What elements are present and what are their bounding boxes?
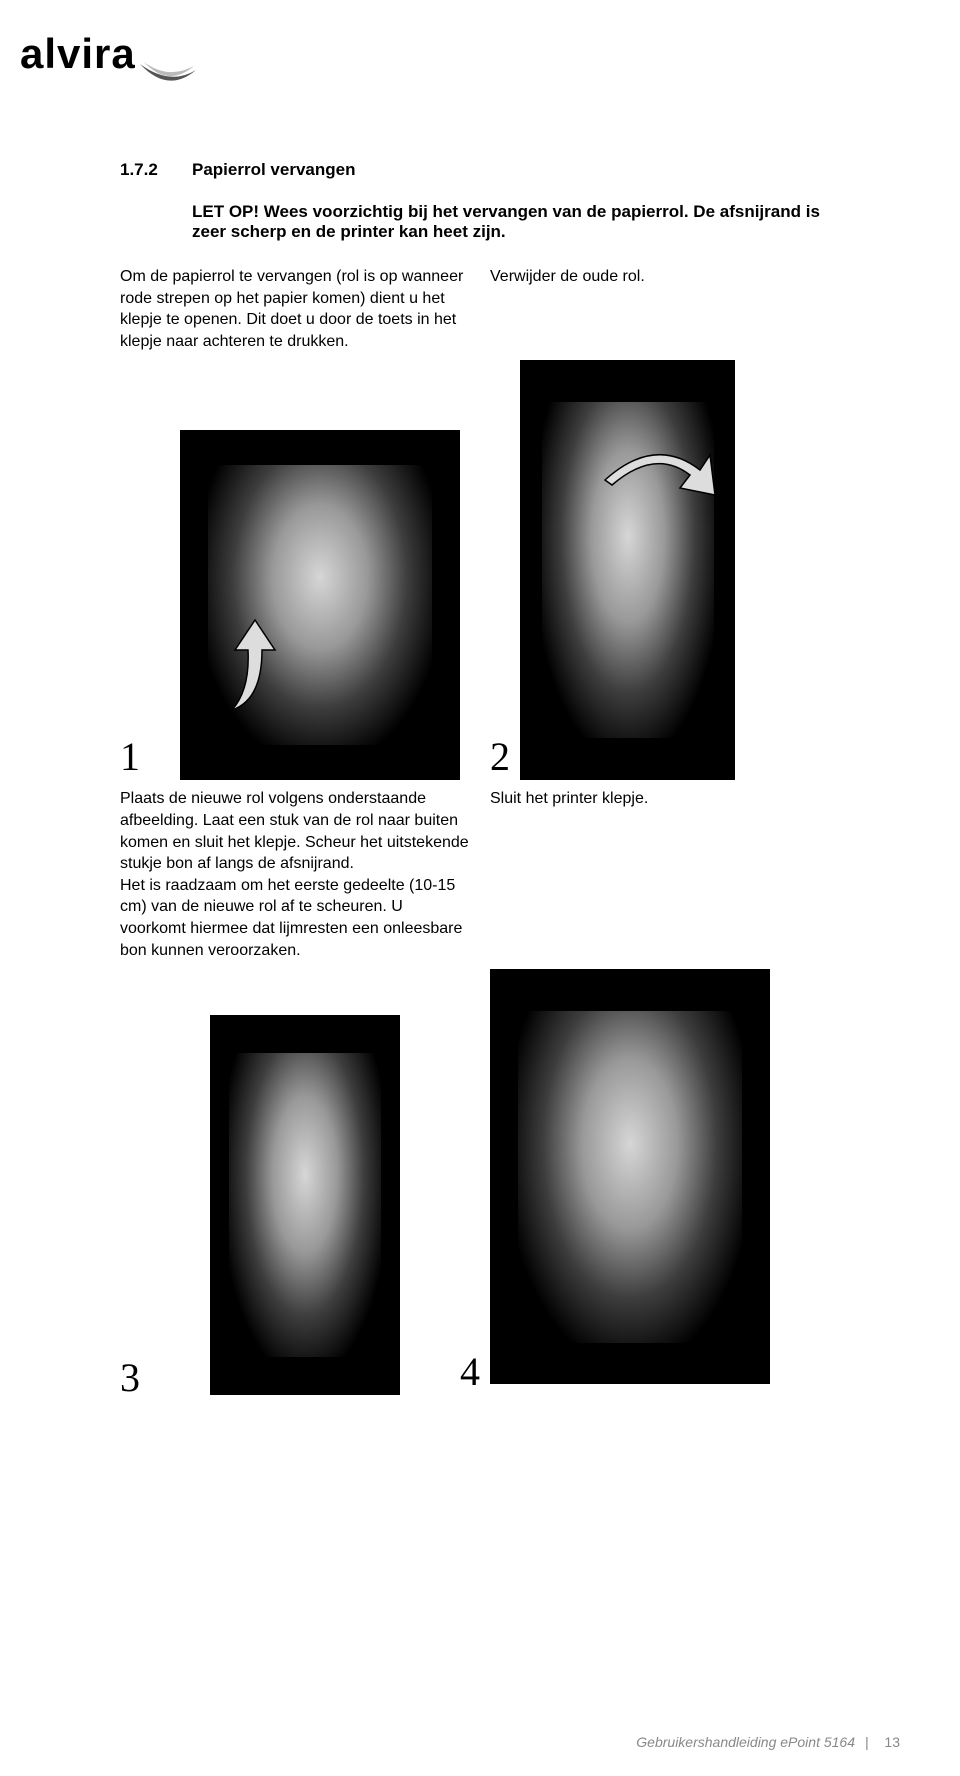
page-content: 1.7.2 Papierrol vervangen LET OP! Wees v…	[120, 160, 840, 1395]
rotate-arrow-icon	[590, 430, 720, 520]
step-3-number: 3	[120, 1354, 140, 1401]
warning-text: LET OP! Wees voorzichtig bij het vervang…	[192, 202, 832, 242]
step-3-image	[210, 1015, 400, 1395]
footer-page-number: 13	[884, 1734, 900, 1750]
section-number: 1.7.2	[120, 160, 192, 180]
step-2-image	[520, 360, 735, 780]
step-4-image	[490, 969, 770, 1384]
step-1-text: Om de papierrol te vervangen (rol is op …	[120, 266, 470, 352]
step-3-text: Plaats de nieuwe rol volgens onderstaand…	[120, 788, 470, 961]
brand-logo: alvira	[20, 30, 136, 78]
steps-grid: Om de papierrol te vervangen (rol is op …	[120, 266, 840, 1395]
step-1-number: 1	[120, 733, 140, 780]
step-3-figure: 3	[120, 969, 470, 1395]
logo-swoosh-icon	[138, 60, 198, 94]
footer-sep: |	[865, 1734, 869, 1750]
step-2-figure: 2	[490, 360, 840, 780]
step-1-image	[180, 430, 460, 780]
section-title: Papierrol vervangen	[192, 160, 355, 180]
step-2-text: Verwijder de oude rol.	[490, 266, 840, 352]
footer-title: Gebruikershandleiding ePoint 5164	[636, 1734, 855, 1750]
arrow-up-icon	[220, 610, 290, 720]
page-footer: Gebruikershandleiding ePoint 5164 | 13	[636, 1734, 900, 1750]
step-2-number: 2	[490, 733, 510, 780]
section-heading: 1.7.2 Papierrol vervangen	[120, 160, 840, 180]
step-4-text: Sluit het printer klepje.	[490, 788, 840, 961]
step-1-figure: 1	[120, 360, 470, 780]
step-4-figure: 4	[490, 969, 840, 1395]
